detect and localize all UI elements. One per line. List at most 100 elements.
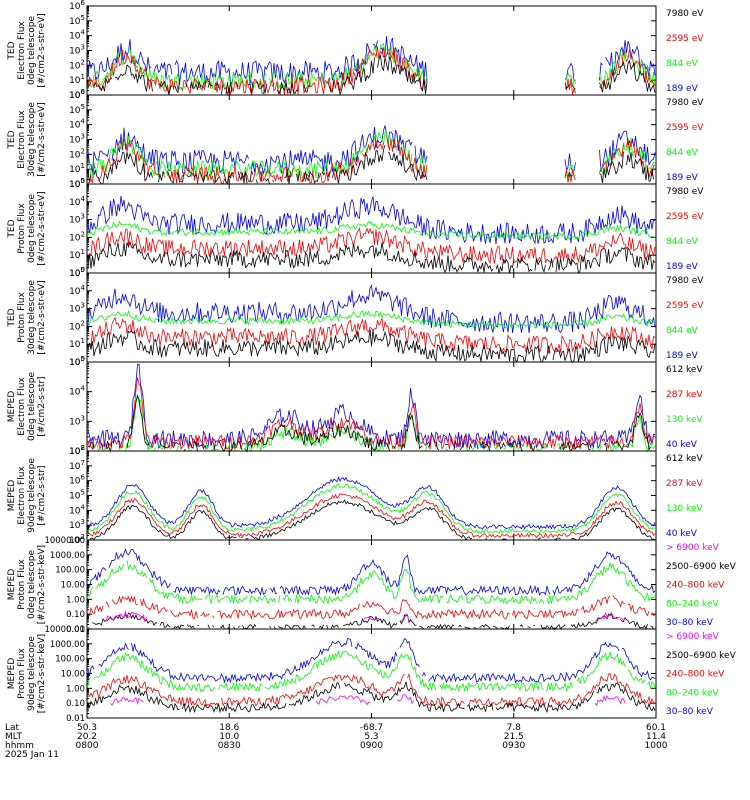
legend-entry: 7980 eV xyxy=(666,187,704,197)
series-line-blue xyxy=(87,363,656,450)
series-line-black xyxy=(87,329,656,363)
legend-entry: 130 keV xyxy=(666,504,703,514)
y-axis-label: [#/cm2-s-str-eV] xyxy=(37,280,47,355)
y-tick-label: 102 xyxy=(69,444,85,457)
panel-5: 102 103 104 105 MEPED Electron Flux 0deg teles… xyxy=(7,355,703,457)
y-axis-label: Proton Flux xyxy=(17,203,27,254)
time-axis-tick-label: 0830 xyxy=(218,741,241,751)
legend-entry: 7980 eV xyxy=(666,9,704,19)
time-axis-tick-label: 5.3 xyxy=(364,732,378,742)
y-axis-label: Electron Flux xyxy=(17,466,27,525)
time-axis-row-label: hhmm xyxy=(5,741,34,751)
legend-entry: 7980 eV xyxy=(666,276,704,286)
y-axis-label: Proton Flux xyxy=(17,648,27,699)
y-tick-label: 10.00 xyxy=(61,670,85,680)
y-tick-label: 101 xyxy=(69,162,85,175)
panel-3: 100 101 102 103 104 105 TED Proton Flux 0deg tel… xyxy=(7,177,704,279)
y-tick-label: 102 xyxy=(69,230,85,243)
time-axis-tick-label: 1000 xyxy=(645,741,668,751)
y-tick-label: 108 xyxy=(69,444,85,457)
panel-frame xyxy=(86,539,657,630)
y-tick-label: 1.00 xyxy=(66,684,85,694)
time-axis-tick-label: 11.4 xyxy=(646,732,666,742)
y-tick-label: 103 xyxy=(69,44,85,57)
legend-entry: 80–240 keV xyxy=(666,599,719,609)
y-axis-label: 0deg telescope xyxy=(27,194,37,264)
legend-entry: 2595 eV xyxy=(666,123,704,133)
series-line-red xyxy=(87,493,656,539)
legend-entry: 844 eV xyxy=(666,326,699,336)
series-line-black xyxy=(87,144,654,185)
legend-entry: > 6900 keV xyxy=(666,632,720,642)
legend-entry: 189 eV xyxy=(666,173,699,183)
y-axis-label: TED xyxy=(7,41,17,60)
series-line-green xyxy=(87,483,656,534)
y-tick-label: 10000.00 xyxy=(44,625,85,635)
y-tick-label: 102 xyxy=(69,319,85,332)
y-axis-label: MEPED xyxy=(7,569,17,601)
y-tick-label: 10.00 xyxy=(61,581,85,591)
legend-entry: 612 keV xyxy=(666,365,703,375)
y-axis-label: [#/cm2-s-str-eV] xyxy=(37,102,47,177)
legend-entry: 30–80 keV xyxy=(666,707,714,717)
legend-entry: 80–240 keV xyxy=(666,688,719,698)
legend-entry: 189 eV xyxy=(666,351,699,361)
series-line-blue xyxy=(87,284,656,334)
series-line-green xyxy=(87,220,656,241)
time-axis-tick-label: 10.0 xyxy=(219,732,239,742)
y-tick-label: 101 xyxy=(69,73,85,86)
series-line-blue xyxy=(87,36,656,86)
y-axis-label: [#/cm2-s-str-eV] xyxy=(37,13,47,88)
legend-entry: 612 keV xyxy=(666,454,703,464)
legend-entry: 2500–6900 keV xyxy=(666,562,737,572)
y-axis-label: [#/cm2-s-str] xyxy=(37,465,47,525)
time-axis-tick-label: 60.1 xyxy=(646,723,666,733)
time-axis-tick-label: 0930 xyxy=(502,741,525,751)
series-line-red xyxy=(87,377,656,451)
y-axis-label: TED xyxy=(7,130,17,149)
series-line-blue xyxy=(87,125,656,175)
time-axis-tick-label: 7.8 xyxy=(507,723,522,733)
legend-entry: 287 keV xyxy=(666,479,703,489)
y-axis-label: TED xyxy=(7,308,17,327)
y-tick-label: 100 xyxy=(69,177,85,190)
y-axis-label: Electron Flux xyxy=(17,377,27,436)
panel-8: 0.01 0.10 1.00 10.00 100.00 1000.00 10000.00 ME… xyxy=(7,625,737,724)
y-tick-label: 0.01 xyxy=(66,625,85,635)
y-tick-label: 0.10 xyxy=(66,610,85,620)
series-line-green xyxy=(87,131,656,180)
legend-entry: 2595 eV xyxy=(666,301,704,311)
time-axis-tick-label: 20.2 xyxy=(77,732,97,742)
y-tick-label: 102 xyxy=(69,58,85,71)
y-axis-label: [#/cm2-s-str] xyxy=(37,376,47,436)
y-tick-label: 105 xyxy=(69,266,85,279)
y-tick-label: 103 xyxy=(69,414,85,427)
y-tick-label: 104 xyxy=(69,385,85,398)
y-axis-label: 0deg telescope xyxy=(27,550,37,620)
y-tick-label: 100.00 xyxy=(55,566,85,576)
y-tick-label: 0.10 xyxy=(66,699,85,709)
panel-4: 100 101 102 103 104 105 TED Proton Flux 30deg te… xyxy=(7,266,704,368)
y-tick-label: 104 xyxy=(69,503,85,516)
legend-entry: 189 eV xyxy=(666,84,699,94)
legend-entry: 844 eV xyxy=(666,59,699,69)
y-tick-label: 100 xyxy=(69,355,85,368)
y-tick-label: 106 xyxy=(69,474,85,487)
y-axis-label: Proton Flux xyxy=(17,292,27,343)
series-line-magenta xyxy=(105,610,626,623)
y-tick-label: 1000.00 xyxy=(50,640,85,650)
series-line-red xyxy=(87,316,656,354)
y-tick-label: 103 xyxy=(69,518,85,531)
y-tick-label: 104 xyxy=(69,284,85,297)
series-line-black xyxy=(87,240,656,275)
y-tick-label: 105 xyxy=(69,177,85,190)
time-axis-tick-label: 0900 xyxy=(360,741,383,751)
y-tick-label: 107 xyxy=(69,459,85,472)
y-axis-label: 0deg telescope xyxy=(27,372,37,442)
y-tick-label: 100 xyxy=(69,88,85,101)
panel-7: 0.01 0.10 1.00 10.00 100.00 1000.00 10000.00 ME… xyxy=(7,536,737,635)
series-line-red xyxy=(87,595,656,620)
